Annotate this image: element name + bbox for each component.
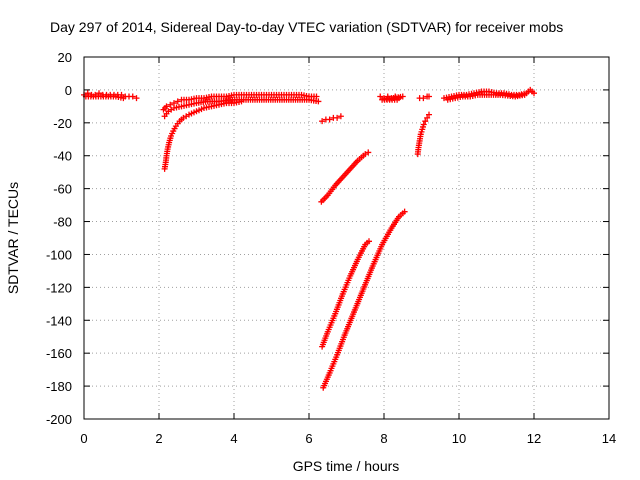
data-point: [174, 98, 181, 105]
data-point: [315, 98, 322, 105]
x-tick-label: 14: [602, 431, 616, 446]
data-point: [426, 111, 432, 118]
data-segment: [414, 111, 432, 158]
data-point: [167, 101, 174, 108]
data-point: [531, 90, 537, 97]
data-segment: [320, 208, 408, 391]
data-point: [377, 93, 384, 100]
x-tick-label: 12: [527, 431, 541, 446]
data-points: [81, 86, 537, 391]
x-tick-label: 0: [80, 431, 87, 446]
data-point: [420, 121, 427, 128]
data-segment: [416, 93, 432, 102]
y-tick-label: -160: [46, 346, 72, 361]
data-segment: [377, 93, 406, 103]
data-segment: [81, 90, 140, 102]
data-segment: [161, 98, 245, 172]
data-segment: [441, 86, 537, 103]
y-tick-label: -20: [53, 116, 72, 131]
x-tick-label: 6: [305, 431, 312, 446]
x-tick-label: 2: [155, 431, 162, 446]
data-point: [334, 114, 341, 121]
data-point: [521, 91, 528, 98]
y-axis-label: SDTVAR / TECUs: [5, 182, 21, 294]
data-point: [424, 114, 431, 121]
data-segment: [318, 149, 372, 205]
plot-frame: [83, 56, 610, 420]
data-point: [326, 116, 333, 123]
x-tick-label: 8: [380, 431, 387, 446]
data-segment: [319, 238, 372, 350]
data-point: [163, 103, 170, 110]
data-point: [394, 96, 401, 103]
x-tick-label: 10: [452, 431, 466, 446]
y-tick-label: -40: [53, 149, 72, 164]
y-tick-label: -180: [46, 379, 72, 394]
y-tick-label: -100: [46, 247, 72, 262]
x-axis-label: GPS time / hours: [293, 458, 400, 474]
data-segment: [160, 91, 322, 120]
data-point: [337, 113, 344, 120]
data-point: [366, 238, 372, 245]
x-tick-label: 4: [230, 431, 237, 446]
y-tick-label: -120: [46, 280, 72, 295]
data-point: [129, 93, 136, 100]
y-tick-label: 0: [65, 83, 72, 98]
data-point: [120, 95, 127, 102]
data-point: [365, 149, 372, 156]
y-tick-label: -200: [46, 412, 72, 427]
data-point: [133, 95, 140, 102]
y-tick-label: -80: [53, 215, 72, 230]
y-tick-label: 20: [58, 50, 72, 65]
chart-title: Day 297 of 2014, Sidereal Day-to-day VTE…: [50, 19, 563, 35]
data-point: [422, 118, 429, 125]
data-point: [420, 95, 427, 102]
grid: [84, 57, 609, 419]
y-tick-label: -140: [46, 313, 72, 328]
data-segment: [319, 113, 344, 125]
axis-ticks: 0 2 4 6 8 10 12 14 20 0 -20 -40 -60 -80 -100 -120 -140 -1…: [46, 50, 616, 446]
data-point: [319, 118, 326, 125]
data-point: [426, 93, 432, 100]
data-point: [238, 98, 245, 105]
data-point: [401, 208, 408, 215]
y-tick-label: -60: [53, 182, 72, 197]
